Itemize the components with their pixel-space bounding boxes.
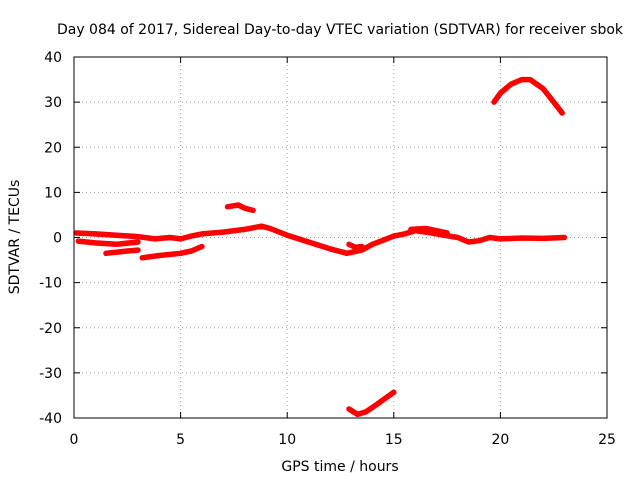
y-tick-label: -10 xyxy=(39,276,62,292)
x-tick-label: 25 xyxy=(598,432,616,448)
y-tick-label: -30 xyxy=(39,366,62,382)
series-main-trace xyxy=(73,223,568,257)
y-tick-label: 30 xyxy=(44,95,62,111)
series-hump-20-23h xyxy=(491,76,565,116)
series-segment-near-7h xyxy=(224,202,256,214)
y-tick-label: 10 xyxy=(44,185,62,201)
y-tick-label: -20 xyxy=(39,321,62,337)
y-axis-label: SDTVAR / TECUs xyxy=(7,180,23,295)
x-axis-label: GPS time / hours xyxy=(281,459,398,475)
y-tick-label: 20 xyxy=(44,140,62,156)
x-tick-label: 20 xyxy=(491,432,509,448)
series-low-branch-3 xyxy=(139,243,205,261)
chart-title: Day 084 of 2017, Sidereal Day-to-day VTE… xyxy=(57,22,624,38)
series-dip-13-15h xyxy=(346,389,397,418)
series-segment-near-13h xyxy=(346,241,365,251)
y-tick-label: -40 xyxy=(39,411,62,427)
series-low-branch-2 xyxy=(103,247,141,257)
series-segment-near-16h xyxy=(408,225,450,236)
x-tick-label: 10 xyxy=(278,432,296,448)
series-low-branch-1 xyxy=(75,238,141,248)
tick-layer: 0 5 10 15 20 25 -40 -30 -20 -10 0 10 20 30 40 xyxy=(39,50,616,448)
x-tick-label: 5 xyxy=(176,432,185,448)
x-tick-label: 0 xyxy=(70,432,79,448)
y-tick-label: 0 xyxy=(53,231,62,247)
series-layer xyxy=(73,76,568,418)
x-tick-label: 15 xyxy=(385,432,403,448)
y-tick-label: 40 xyxy=(44,50,62,66)
